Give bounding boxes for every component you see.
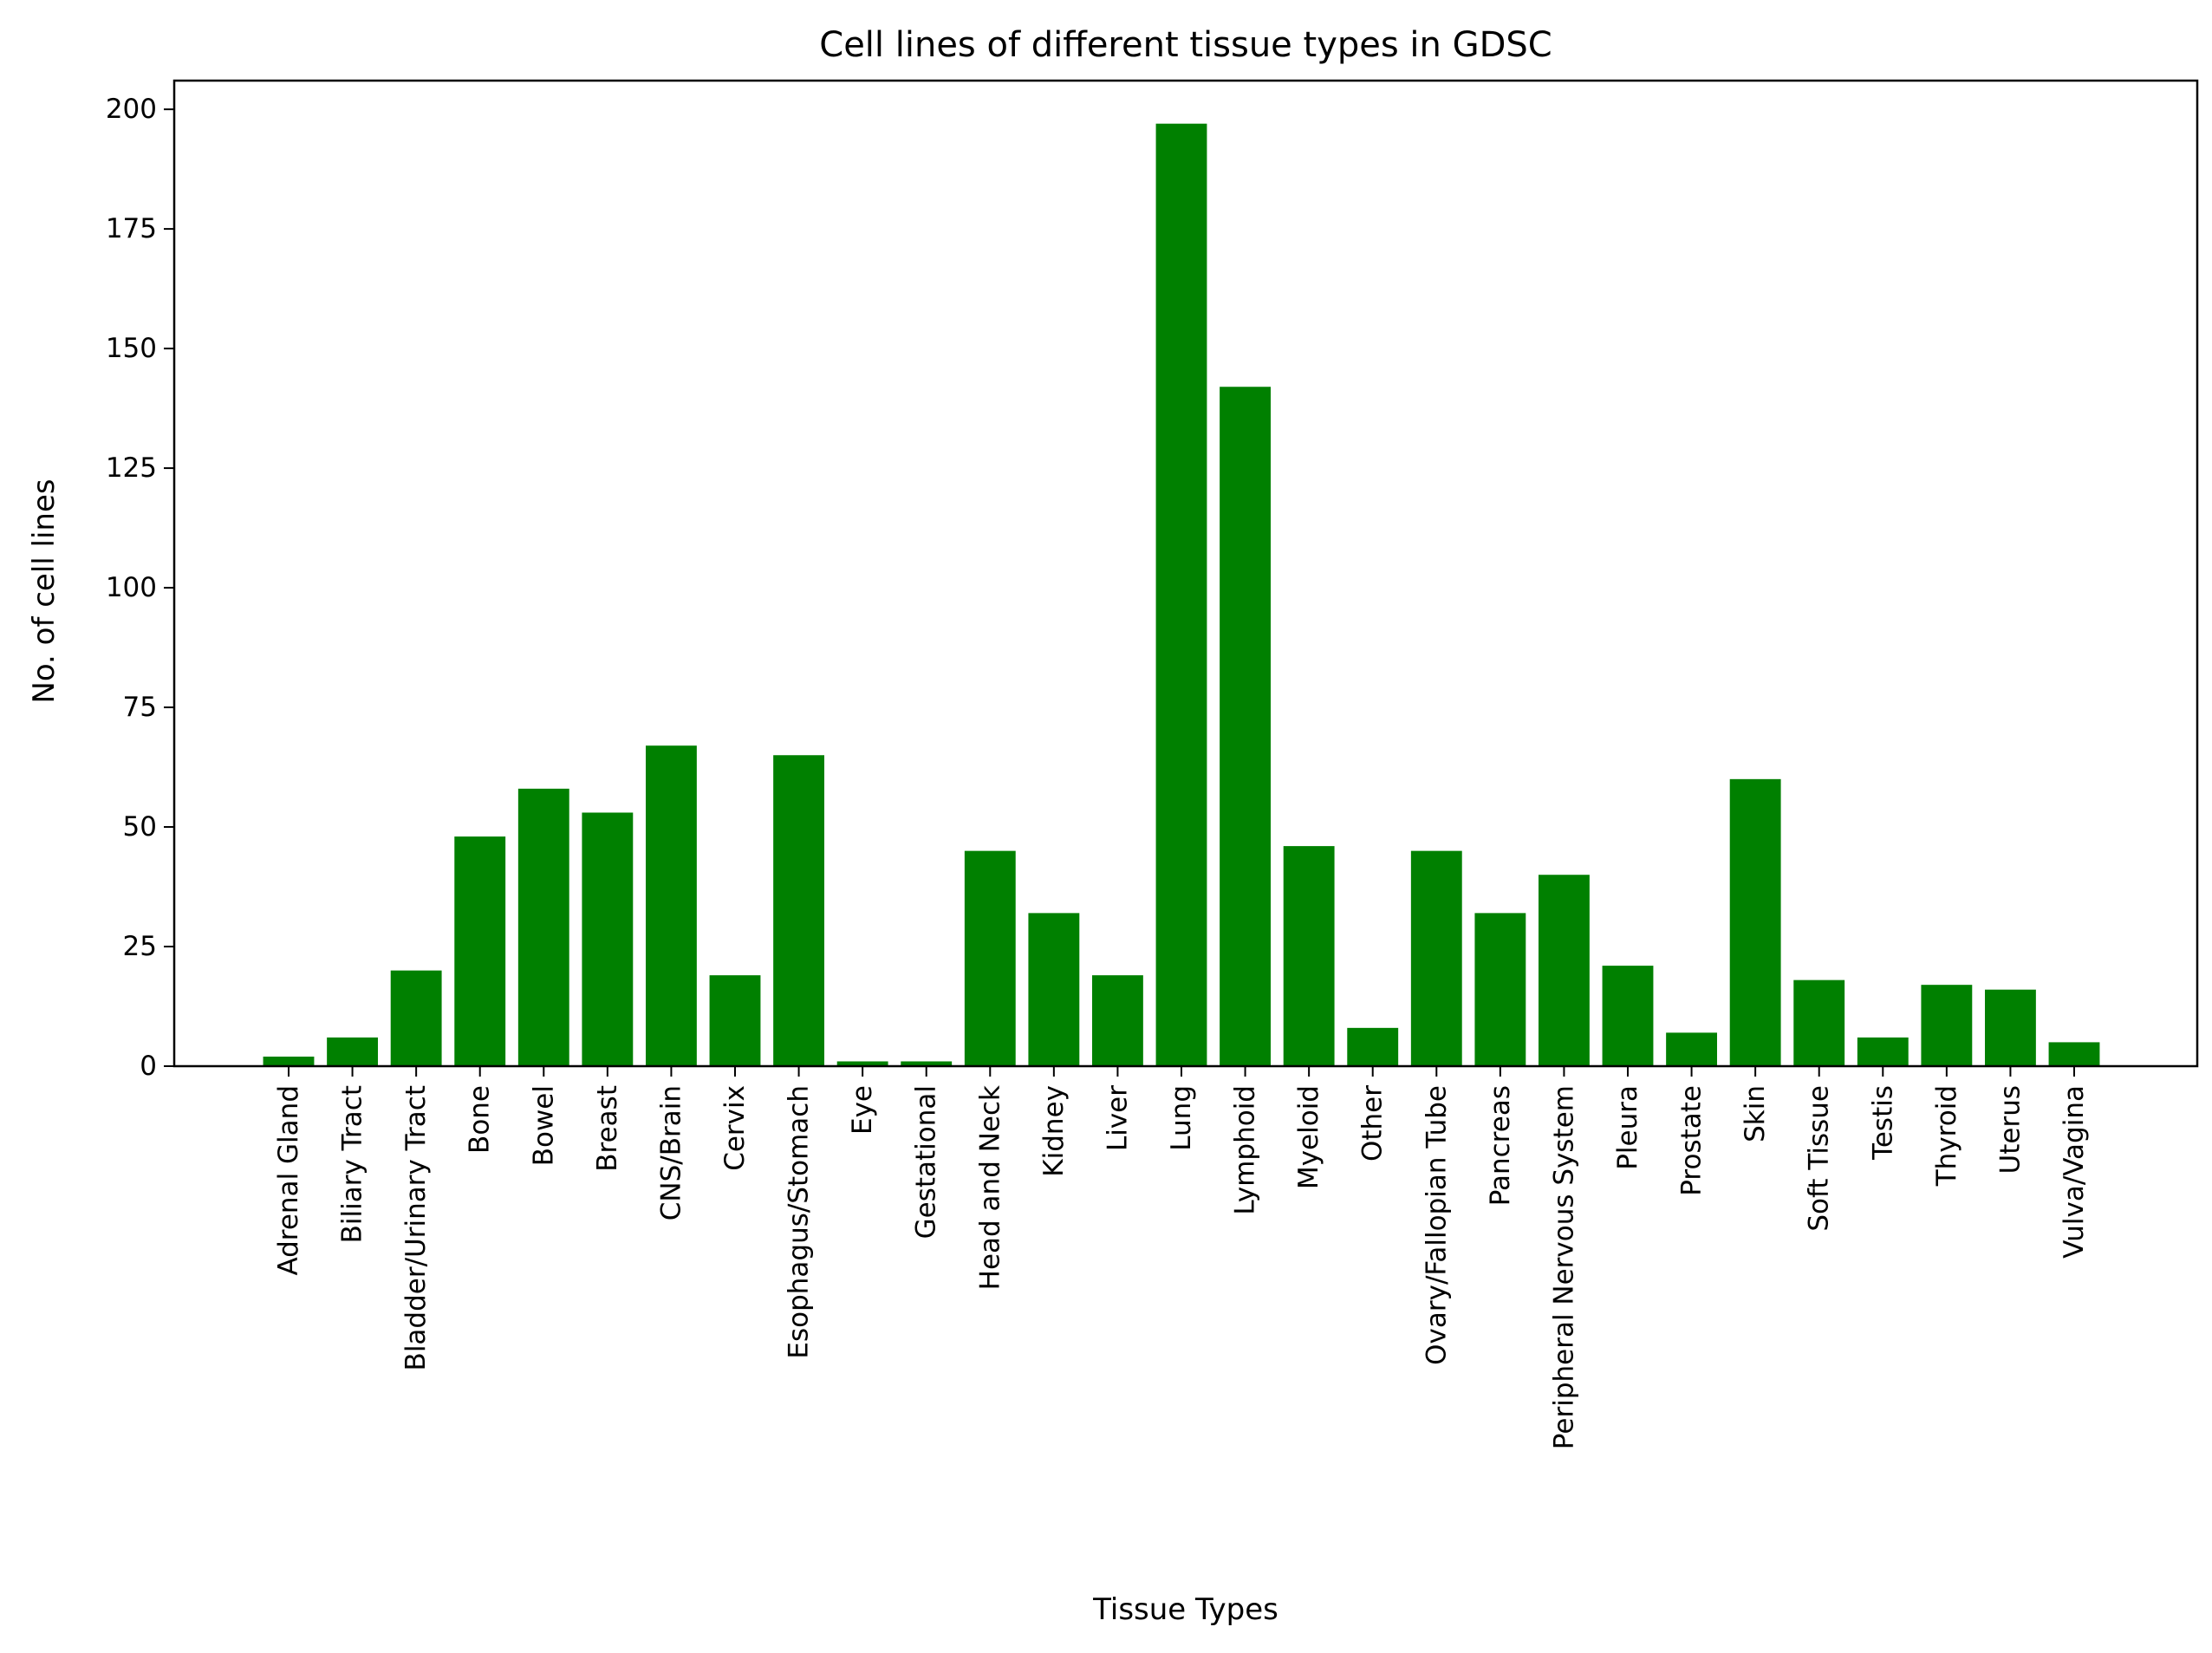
x-tick-label: Cervix (719, 1085, 751, 1171)
bar (1474, 913, 1526, 1066)
x-tick-label: Peripheral Nervous System (1548, 1085, 1579, 1449)
x-tick-label: Lung (1166, 1085, 1197, 1151)
bar (1155, 123, 1207, 1066)
bar (709, 975, 761, 1066)
bar (1793, 979, 1845, 1066)
x-tick-label: Liver (1102, 1085, 1133, 1151)
x-tick-label: Adrenal Gland (273, 1085, 304, 1276)
bar (1410, 850, 1462, 1066)
x-tick-label: Biliary Tract (337, 1085, 368, 1243)
y-tick-label: 0 (140, 1051, 157, 1082)
x-tick-label: Pancreas (1485, 1085, 1516, 1206)
x-tick-label: Bowel (528, 1085, 559, 1166)
x-tick-label: Vulva/Vagina (2059, 1085, 2090, 1259)
bars-group (263, 123, 2100, 1067)
x-tick-label: Breast (592, 1085, 623, 1172)
x-axis-ticks: Adrenal Gland Biliary Tract Bladder/Urinar… (273, 1066, 2090, 1449)
y-tick-label: 175 (106, 213, 157, 244)
bar (1921, 985, 1973, 1066)
x-tick-label: Ovary/Fallopian Tube (1421, 1085, 1452, 1365)
bar (1092, 975, 1143, 1066)
bar (836, 1061, 888, 1066)
bar (901, 1061, 953, 1066)
y-tick-label: 75 (123, 692, 157, 723)
y-tick-label: 100 (106, 572, 157, 603)
bar (582, 812, 634, 1066)
y-axis-ticks: 0 25 50 75 100 125 150 175 200 (106, 94, 174, 1082)
x-tick-label: Lymphoid (1230, 1085, 1261, 1215)
bar (1985, 989, 2036, 1066)
x-tick-label: Esophagus/Stomach (784, 1085, 815, 1359)
y-axis-label: No. of cell lines (27, 478, 62, 703)
x-tick-label: Myeloid (1293, 1085, 1324, 1189)
x-tick-label: Skin (1740, 1085, 1771, 1142)
x-axis-label: Tissue Types (1092, 1592, 1278, 1627)
x-tick-label: Prostate (1676, 1085, 1708, 1196)
y-tick-label: 25 (123, 931, 157, 962)
bar (1283, 846, 1335, 1066)
x-tick-label: CNS/Brain (655, 1085, 686, 1220)
x-tick-label: Bone (465, 1085, 496, 1154)
bar (964, 850, 1016, 1066)
x-tick-label: Testis (1867, 1085, 1898, 1161)
bar (1857, 1037, 1909, 1066)
x-tick-label: Pleura (1612, 1085, 1643, 1170)
bar (1729, 778, 1781, 1066)
plot-area-frame (172, 79, 2199, 1068)
bar (390, 970, 442, 1066)
bar (1028, 913, 1080, 1066)
bar (1220, 387, 1271, 1067)
x-tick-label: Thyroid (1931, 1085, 1962, 1187)
x-tick-label: Bladder/Urinary Tract (400, 1085, 432, 1370)
x-tick-label: Head and Neck (974, 1085, 1005, 1290)
x-tick-label: Eye (847, 1085, 878, 1135)
bar (1539, 875, 1590, 1066)
bar (454, 836, 506, 1066)
bar (263, 1056, 315, 1066)
bar (1347, 1027, 1399, 1066)
bar (773, 755, 824, 1066)
x-tick-label: Uterus (1994, 1085, 2026, 1174)
y-tick-label: 150 (106, 333, 157, 364)
bar (646, 745, 697, 1066)
x-tick-label: Gestational (911, 1085, 942, 1239)
bar (327, 1037, 378, 1066)
x-tick-label: Kidney (1038, 1085, 1070, 1177)
bar (1666, 1032, 1717, 1066)
x-tick-label: Soft Tissue (1804, 1085, 1835, 1232)
y-tick-label: 50 (123, 811, 157, 843)
bar (517, 788, 569, 1066)
bar (2048, 1042, 2100, 1066)
bar (1602, 966, 1654, 1066)
y-tick-label: 125 (106, 452, 157, 484)
y-tick-label: 200 (106, 94, 157, 125)
chart-title: Cell lines of different tissue types in … (819, 25, 1552, 65)
x-tick-label: Other (1357, 1085, 1389, 1162)
